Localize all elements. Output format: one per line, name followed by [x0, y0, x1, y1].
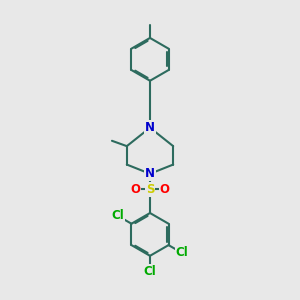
Text: O: O	[130, 183, 140, 196]
Text: Cl: Cl	[112, 209, 124, 223]
Text: N: N	[145, 121, 155, 134]
Text: N: N	[145, 167, 155, 180]
Text: Cl: Cl	[176, 246, 188, 259]
Text: S: S	[146, 183, 154, 196]
Text: Cl: Cl	[144, 265, 156, 278]
Text: O: O	[160, 183, 170, 196]
